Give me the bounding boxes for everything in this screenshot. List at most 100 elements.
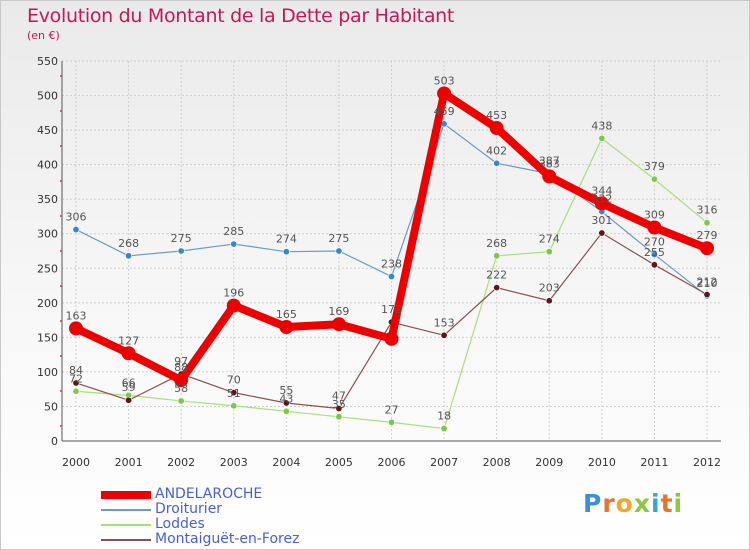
x-tick-label: 2004 [272,456,300,469]
data-point [122,346,136,360]
data-label: 165 [276,308,297,321]
data-label: 169 [328,305,349,318]
data-label: 402 [486,144,507,157]
brand-letter: i [651,489,661,518]
data-point [700,241,714,255]
data-label: 163 [66,309,87,322]
data-point [385,332,399,346]
x-tick-label: 2008 [483,456,511,469]
data-label: 84 [69,364,83,377]
brand-letter: r [602,489,615,518]
y-tick-label: 0 [51,435,58,448]
data-label: 503 [434,74,455,87]
data-label: 238 [381,258,402,271]
data-label: 59 [122,381,136,394]
data-point [647,221,661,235]
data-point [388,419,394,425]
brand-letter: o [616,489,634,518]
data-point [542,169,556,183]
data-label: 18 [437,410,451,423]
x-tick-label: 2001 [115,456,143,469]
data-label: 285 [223,225,244,238]
data-label: 172 [381,303,402,316]
data-label: 379 [644,160,665,173]
data-point [546,298,552,304]
data-point [125,397,131,403]
y-tick-label: 500 [37,90,58,103]
data-point [704,291,710,297]
data-label: 274 [539,233,560,246]
data-point [231,403,237,409]
legend-label: Droiturier [155,502,222,517]
data-label: 268 [486,237,507,250]
data-point [231,241,237,247]
brand-letter: P [583,489,602,518]
data-label: 383 [539,157,560,170]
data-label: 196 [223,287,244,300]
x-tick-label: 2011 [640,456,668,469]
data-label: 275 [171,232,192,245]
data-label: 70 [227,374,241,387]
data-point [332,317,346,331]
brand-letter: i [674,489,684,518]
y-tick-label: 300 [37,228,58,241]
legend-label: Montaiguët-en-Forez [155,532,299,547]
data-label: 55 [279,384,293,397]
legend-swatch [101,539,151,541]
data-point [388,273,394,279]
data-label: 438 [591,119,612,132]
data-label: 255 [644,246,665,259]
x-tick-label: 2006 [378,456,406,469]
data-label: 453 [486,109,507,122]
data-point [651,262,657,268]
data-label: 58 [174,382,188,395]
x-tick-label: 2002 [167,456,195,469]
y-tick-label: 250 [37,262,58,275]
data-point [704,219,710,225]
y-tick-label: 50 [44,400,58,413]
x-tick-label: 2007 [430,456,458,469]
x-tick-label: 2012 [693,456,721,469]
legend-label: ANDELAROCHE [155,487,262,502]
data-label: 268 [118,237,139,250]
legend-label: Loddes [155,517,205,532]
y-tick-label: 150 [37,331,58,344]
data-point [437,86,451,100]
y-tick-label: 550 [37,55,58,68]
data-point [73,388,79,394]
chart-frame: Evolution du Montant de la Dette par Hab… [0,0,750,550]
data-point [493,284,499,290]
data-label: 274 [276,233,297,246]
data-label: 27 [385,403,399,416]
brand-letter: x [634,489,651,518]
data-label: 301 [591,214,612,227]
legend-swatch [101,491,151,499]
data-label: 275 [328,232,349,245]
line-chart: 0501001502002503003504004505005502000 200… [1,1,749,549]
data-label: 153 [434,316,455,329]
y-tick-label: 450 [37,124,58,137]
data-point [336,414,342,420]
data-label: 306 [66,211,87,224]
data-label: 459 [434,105,455,118]
data-point [599,230,605,236]
proxiti-logo: Proxiti [583,489,683,518]
data-label: 316 [697,204,718,217]
y-tick-label: 350 [37,193,58,206]
data-point [283,408,289,414]
data-label: 127 [118,334,139,347]
data-point [490,121,504,135]
data-point [283,248,289,254]
legend-swatch [101,524,151,526]
data-label: 309 [644,209,665,222]
data-point [546,248,552,254]
data-point [493,253,499,259]
data-point [73,226,79,232]
data-label: 203 [539,282,560,295]
data-label: 47 [332,390,346,403]
data-label: 279 [697,229,718,242]
data-point [441,425,447,431]
data-point [69,321,83,335]
x-tick-label: 2010 [588,456,616,469]
data-point [227,299,241,313]
